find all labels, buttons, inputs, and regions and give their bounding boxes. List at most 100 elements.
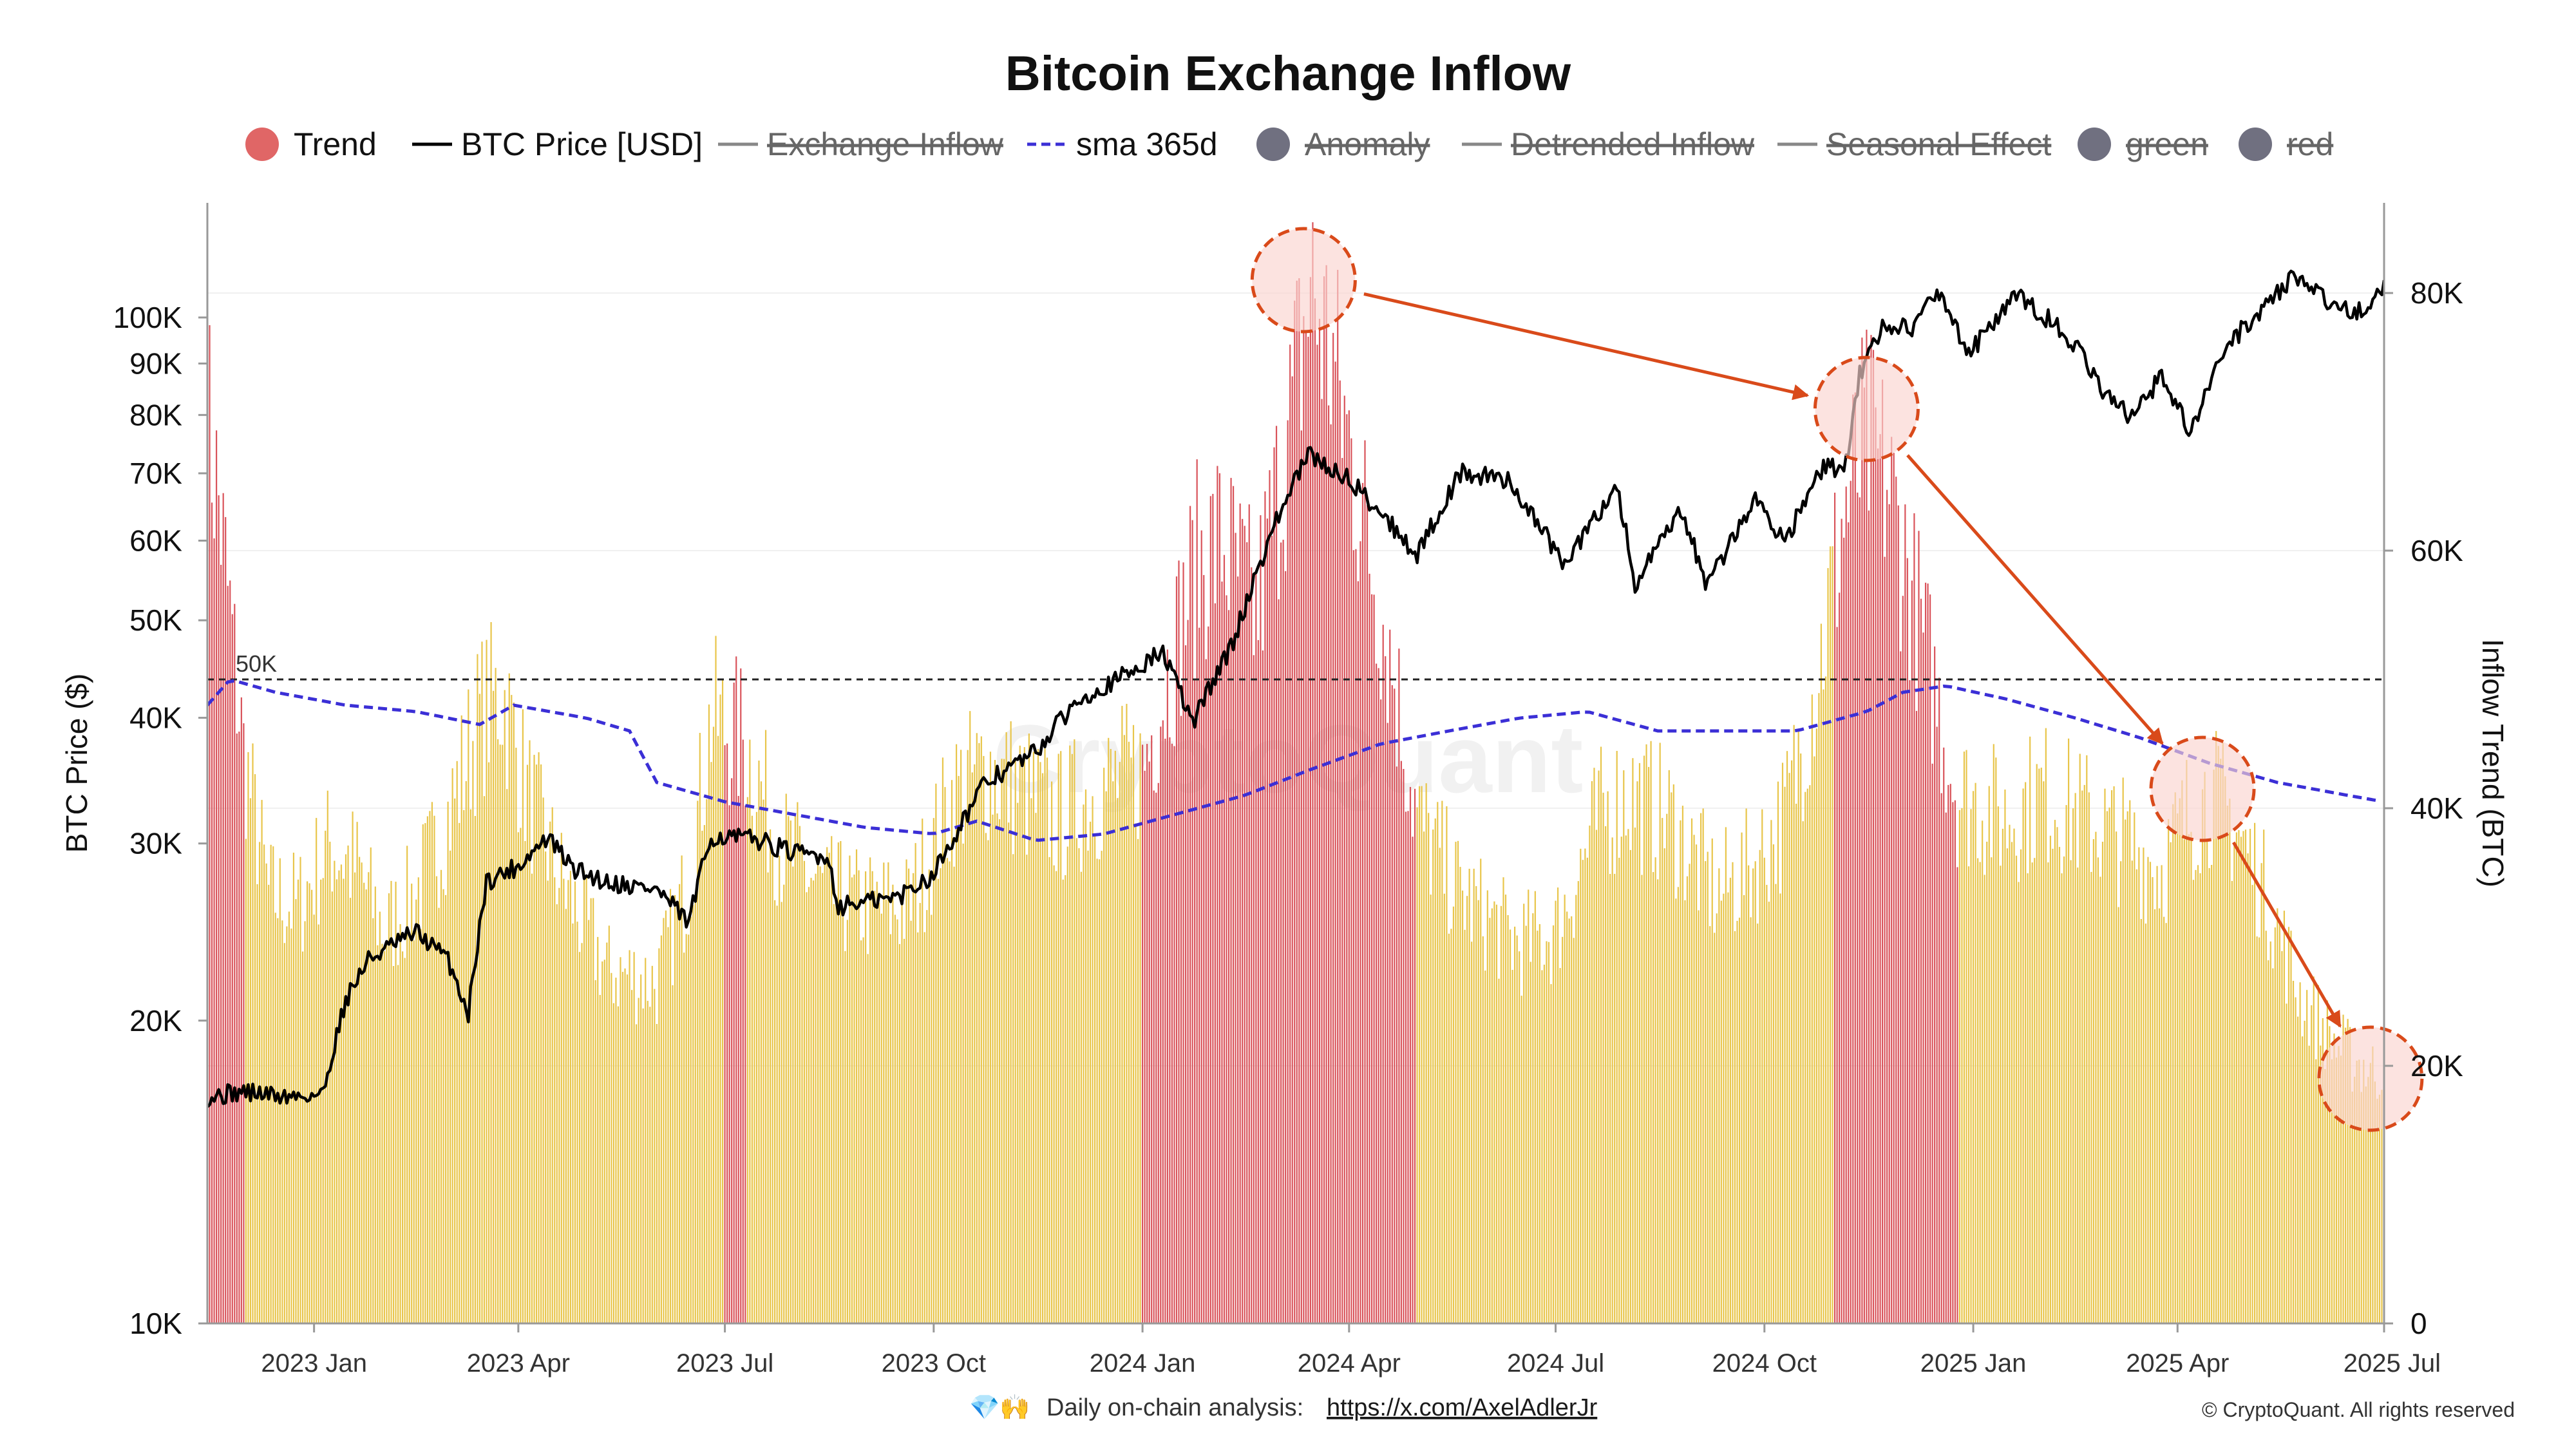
inflow-bar xyxy=(2344,1027,2347,1323)
inflow-bar xyxy=(1511,970,1513,1323)
inflow-bar xyxy=(488,762,490,1323)
inflow-bar xyxy=(2372,1046,2374,1323)
inflow-bar xyxy=(2013,828,2015,1323)
inflow-bar xyxy=(1385,656,1387,1323)
inflow-bar xyxy=(2287,927,2290,1323)
inflow-bar xyxy=(937,878,939,1323)
inflow-bar xyxy=(2192,880,2195,1323)
inflow-bar xyxy=(1148,761,1150,1323)
legend-item-sma-365d: sma 365d xyxy=(1027,126,1218,162)
inflow-bar xyxy=(717,735,719,1323)
inflow-bar xyxy=(2374,1081,2376,1323)
inflow-bar xyxy=(1264,491,1266,1323)
inflow-bar xyxy=(372,918,374,1323)
inflow-bar xyxy=(2274,927,2276,1323)
sma-365d-line xyxy=(207,679,2380,842)
inflow-bar xyxy=(2240,837,2242,1323)
inflow-bar xyxy=(209,325,211,1323)
inflow-bar xyxy=(1273,447,1275,1323)
inflow-bar xyxy=(923,932,925,1323)
inflow-bar xyxy=(769,829,772,1323)
inflow-bar xyxy=(1823,689,1824,1323)
inflow-bar xyxy=(887,862,889,1323)
inflow-bar xyxy=(649,1007,651,1323)
inflow-bar xyxy=(731,778,733,1323)
inflow-bar xyxy=(1084,789,1087,1323)
inflow-bar xyxy=(606,942,608,1323)
inflow-bar xyxy=(1970,809,1972,1323)
inflow-bar xyxy=(1745,808,1747,1323)
inflow-bar xyxy=(2179,798,2181,1323)
inflow-bar xyxy=(633,952,635,1323)
inflow-bar xyxy=(2190,831,2192,1323)
inflow-bar xyxy=(862,937,864,1323)
inflow-bar xyxy=(683,952,685,1323)
inflow-bar xyxy=(1564,895,1566,1323)
inflow-bar xyxy=(910,920,912,1323)
inflow-bar xyxy=(1623,770,1625,1323)
inflow-bar xyxy=(490,622,492,1323)
inflow-bar xyxy=(860,940,862,1323)
inflow-bar xyxy=(2011,842,2013,1323)
inflow-bar xyxy=(1439,848,1441,1323)
inflow-bar xyxy=(338,870,340,1323)
inflow-bar xyxy=(1114,750,1116,1323)
inflow-bar xyxy=(2101,842,2104,1323)
inflow-bar xyxy=(1750,917,1752,1323)
inflow-bar xyxy=(331,891,333,1323)
inflow-bar xyxy=(1668,770,1670,1323)
inflow-bar xyxy=(1182,562,1184,1323)
inflow-bar xyxy=(283,943,285,1323)
inflow-bar xyxy=(392,966,395,1323)
inflow-bar xyxy=(365,889,367,1323)
inflow-bar xyxy=(944,787,946,1323)
inflow-bar xyxy=(1066,846,1068,1323)
inflow-bar xyxy=(1260,515,1262,1323)
inflow-bar xyxy=(386,942,388,1323)
inflow-bar xyxy=(2063,856,2065,1323)
inflow-bar xyxy=(2342,1014,2344,1323)
inflow-bar xyxy=(2040,768,2042,1323)
inflow-bar xyxy=(440,869,442,1323)
inflow-bar xyxy=(1938,677,1940,1323)
inflow-bar xyxy=(1275,426,1278,1323)
inflow-bar xyxy=(774,900,776,1323)
inflow-bars xyxy=(207,222,2384,1323)
inflow-bar xyxy=(1843,537,1845,1323)
inflow-bar xyxy=(1509,929,1511,1323)
x-tick-label: 2025 Jan xyxy=(1920,1349,2027,1378)
inflow-bar xyxy=(424,823,426,1323)
inflow-bar xyxy=(2145,923,2147,1323)
inflow-bar xyxy=(1328,405,1330,1323)
inflow-bar xyxy=(1806,788,1808,1323)
inflow-bar xyxy=(1729,877,1732,1323)
inflow-bar xyxy=(581,943,583,1323)
inflow-bar xyxy=(871,871,873,1323)
inflow-bar xyxy=(2238,830,2240,1323)
inflow-bar xyxy=(2278,922,2280,1323)
inflow-bar xyxy=(656,1024,658,1323)
inflow-bar xyxy=(980,736,982,1323)
inflow-bar xyxy=(1586,857,1588,1323)
inflow-bar xyxy=(1037,749,1039,1323)
inflow-bar xyxy=(663,918,665,1323)
inflow-bar xyxy=(526,764,529,1323)
inflow-bar xyxy=(799,826,800,1323)
inflow-bar xyxy=(1884,556,1886,1323)
inflow-bar xyxy=(2152,877,2154,1323)
inflow-bar xyxy=(2260,863,2262,1323)
inflow-bar xyxy=(2292,981,2295,1323)
inflow-bar xyxy=(1378,668,1379,1323)
inflow-bar xyxy=(1757,923,1759,1323)
inflow-bar xyxy=(2058,847,2061,1323)
inflow-bar xyxy=(502,744,504,1323)
inflow-bar xyxy=(1636,781,1638,1323)
footer-link[interactable]: https://x.com/AxelAdlerJr xyxy=(1327,1394,1598,1421)
inflow-bar xyxy=(1720,900,1722,1323)
inflow-bar xyxy=(402,951,404,1323)
inflow-bar xyxy=(1291,376,1293,1323)
inflow-bar xyxy=(2081,790,2083,1323)
inflow-bar xyxy=(958,775,960,1323)
inflow-bar xyxy=(1468,869,1470,1323)
inflow-bar xyxy=(1205,659,1207,1323)
